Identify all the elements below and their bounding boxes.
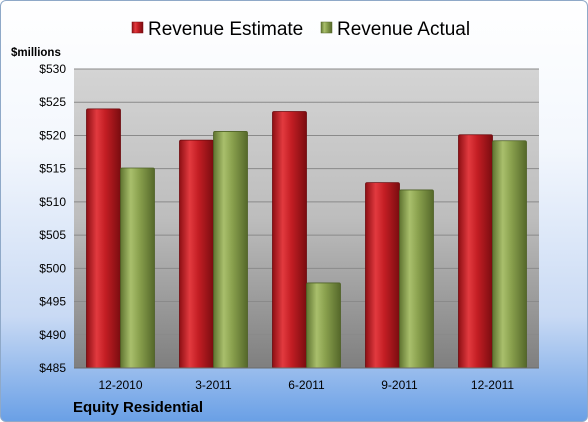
bar-series (86, 108, 527, 369)
company-name: Equity Residential (73, 399, 203, 416)
legend-label-actual: Revenue Actual (337, 19, 470, 40)
y-tick-label: $490 (39, 328, 66, 342)
y-tick-label: $525 (39, 95, 66, 109)
y-tick-label: $520 (39, 128, 66, 142)
bar-actual[interactable] (213, 131, 248, 369)
bar-actual[interactable] (306, 282, 341, 369)
x-tick-label: 6-2011 (288, 378, 325, 392)
bar-actual[interactable] (492, 140, 527, 369)
y-tick-label: $510 (39, 195, 66, 209)
bar-estimate[interactable] (458, 134, 493, 369)
legend-swatch-estimate (131, 21, 144, 34)
y-tick-label: $500 (39, 261, 66, 275)
legend-item-actual[interactable]: Revenue Actual (320, 19, 470, 40)
legend: Revenue Estimate Revenue Actual (131, 19, 470, 40)
x-tick-label: 12-2010 (98, 378, 142, 392)
bar-estimate[interactable] (86, 108, 121, 369)
bar-estimate[interactable] (179, 139, 214, 369)
legend-swatch-actual (320, 21, 333, 34)
y-tick-label: $495 (39, 295, 66, 309)
bar-actual[interactable] (120, 167, 155, 369)
bar-actual[interactable] (399, 189, 434, 369)
x-tick-label: 12-2011 (471, 378, 514, 392)
y-tick-labels: $485 $490 $495 $500 $505 $510 $515 $520 $525 $530 (39, 62, 66, 375)
legend-label-estimate: Revenue Estimate (148, 19, 303, 40)
x-tick-label: 9-2011 (381, 378, 418, 392)
x-tick-labels: 12-2010 3-2011 6-2011 9-2011 12-2011 (98, 378, 514, 392)
y-tick-label: $505 (39, 228, 66, 242)
y-axis-label: $millions (11, 47, 61, 59)
bar-estimate[interactable] (272, 111, 307, 369)
y-tick-label: $515 (39, 162, 66, 176)
legend-item-estimate[interactable]: Revenue Estimate (131, 19, 303, 40)
y-tick-label: $485 (39, 361, 66, 375)
bar-estimate[interactable] (365, 182, 400, 369)
x-tick-label: 3-2011 (195, 378, 232, 392)
y-tick-label: $530 (39, 62, 66, 76)
